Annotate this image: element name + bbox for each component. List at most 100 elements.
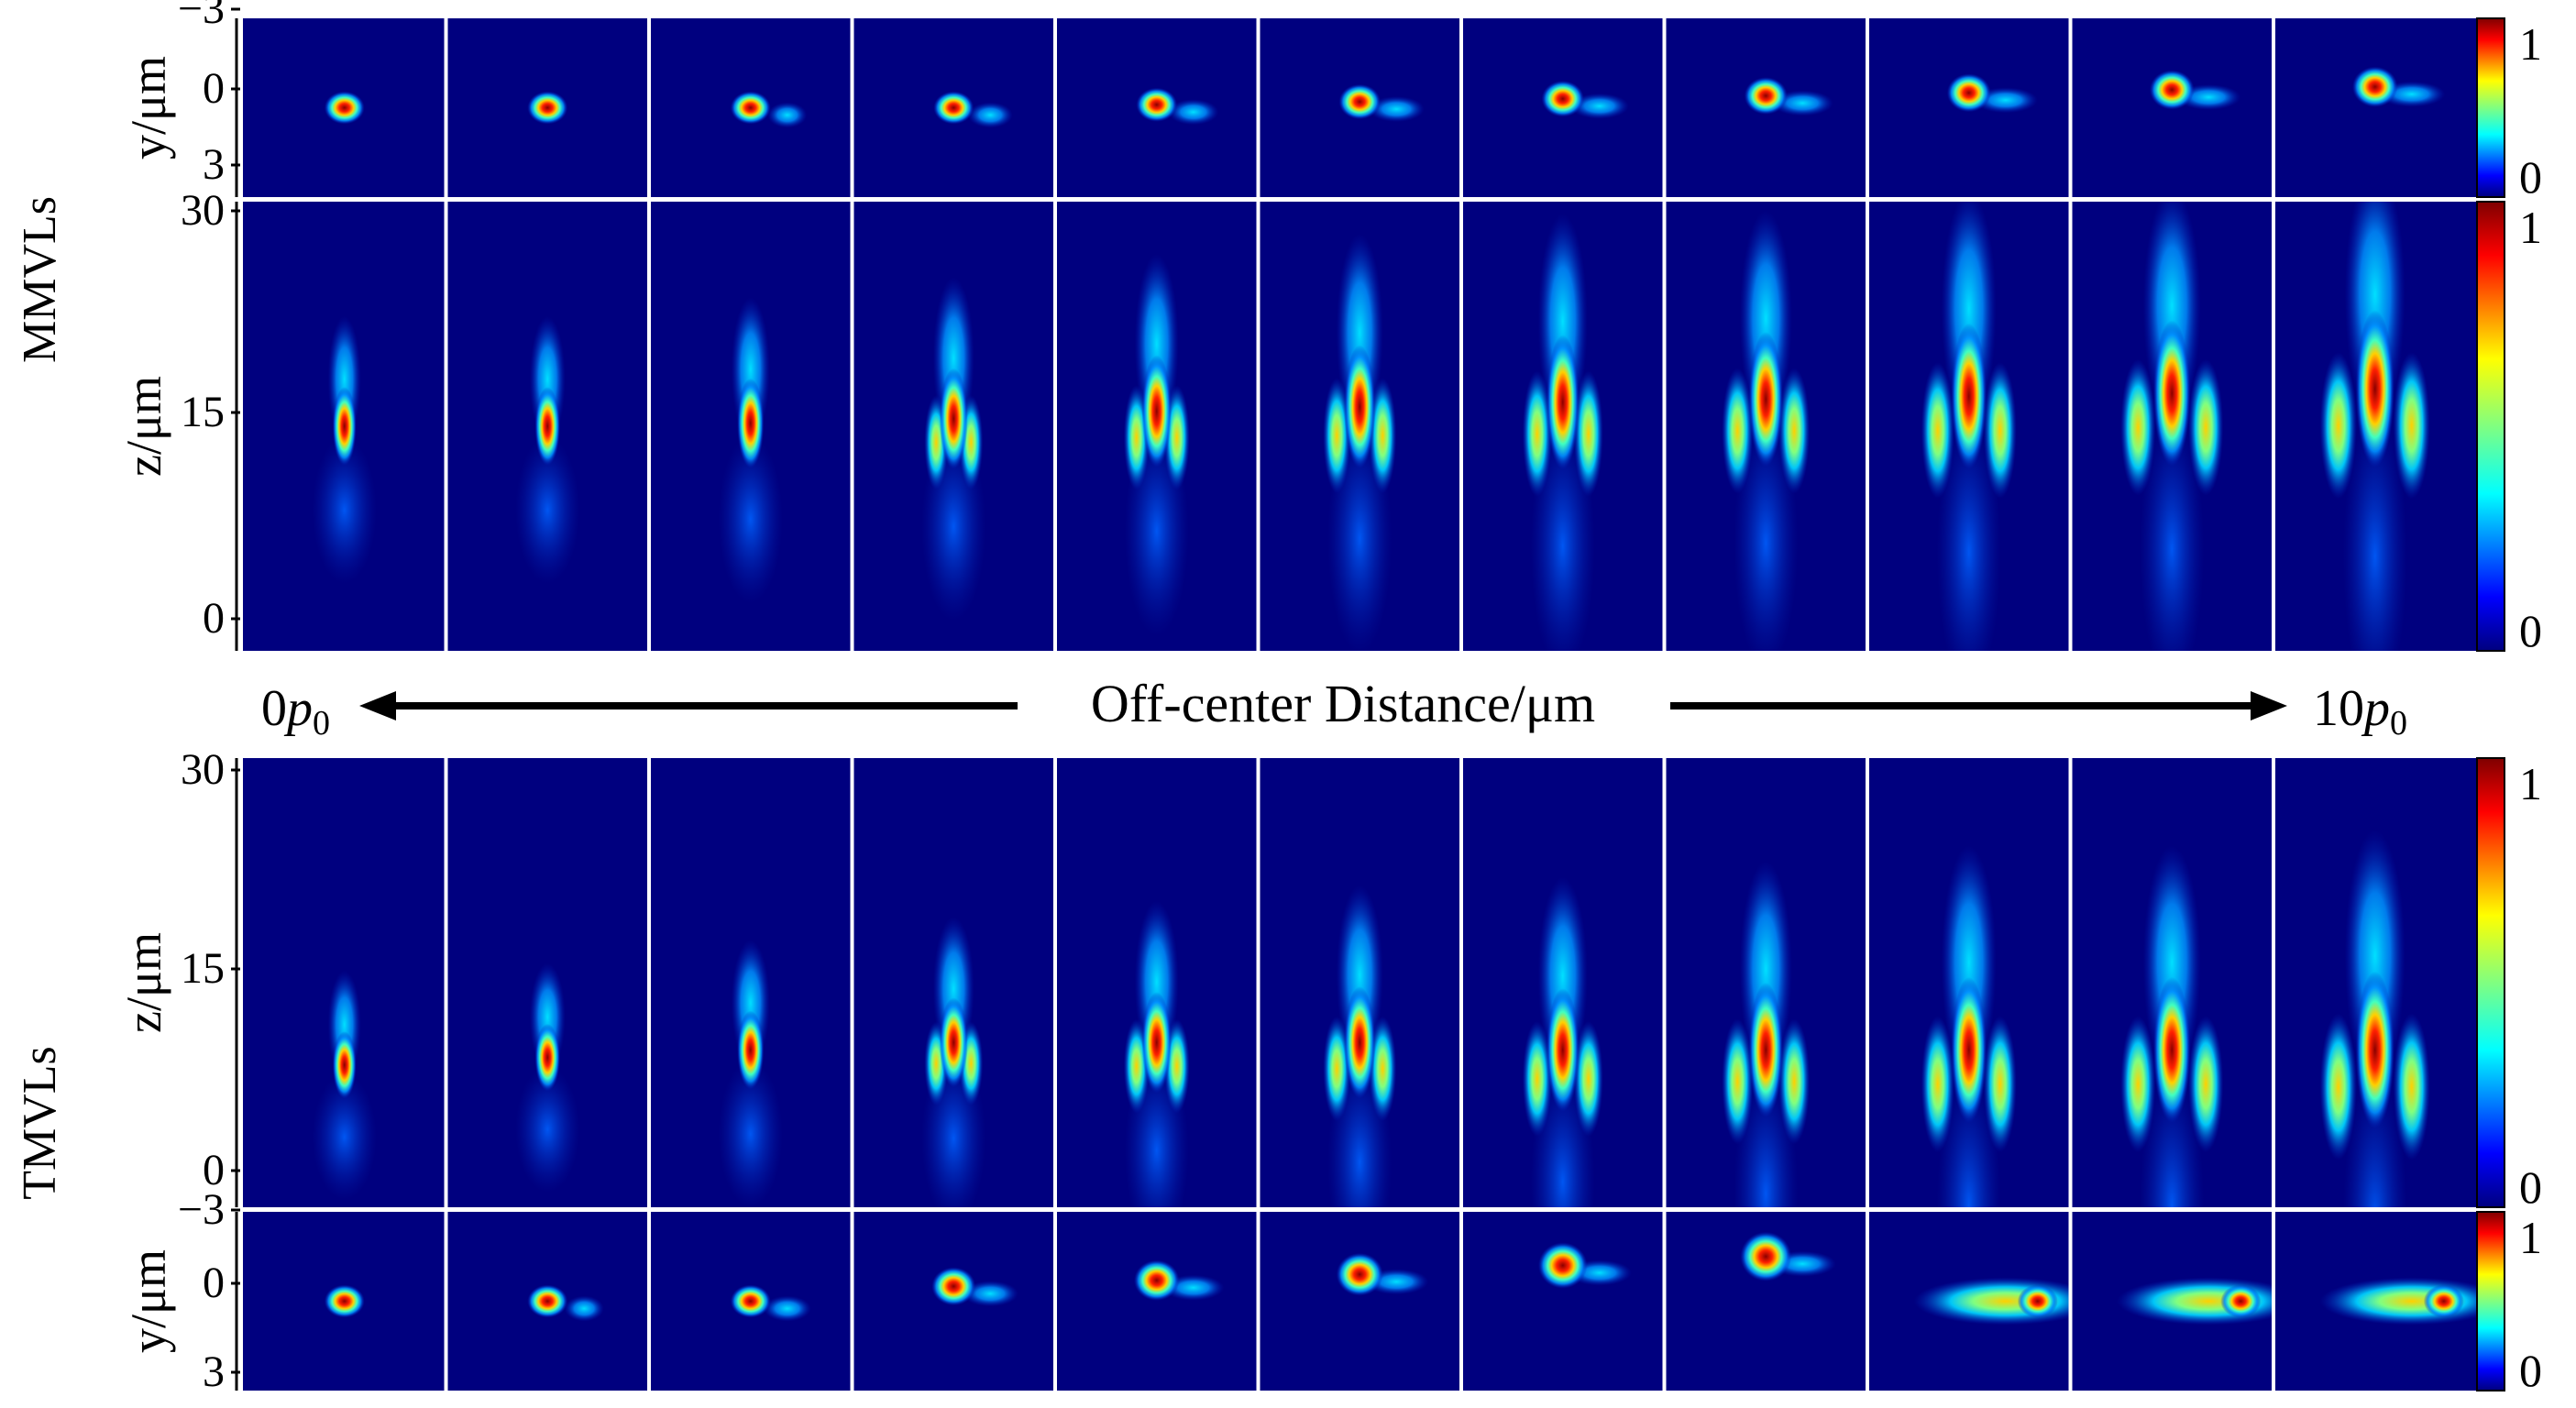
heatmap-panel <box>1537 1242 1632 1289</box>
side-lobe <box>2319 1277 2477 1326</box>
heatmap-panel <box>2117 1277 2273 1326</box>
y-tick-label: 0 <box>203 64 225 113</box>
beam-focus <box>1546 335 1580 470</box>
heatmap-panel <box>933 91 1013 128</box>
colorbar-max-label: 1 <box>2519 758 2542 809</box>
heatmap-panel <box>1136 87 1219 126</box>
beam-lobe-right <box>2393 1013 2430 1160</box>
focal-spot <box>1336 1252 1383 1296</box>
beam-focus <box>534 387 561 466</box>
beam-lobe-right <box>2393 352 2430 500</box>
colorbar-min-label: 0 <box>2519 1345 2542 1396</box>
distance-axis-right-label: 10p0 <box>2313 680 2407 742</box>
focal-spot <box>2423 1284 2464 1318</box>
heatmap-panel <box>1921 202 2017 651</box>
side-lobe <box>767 102 808 128</box>
distance-axis-title: Off-center Distance/μm <box>1091 674 1595 733</box>
beam-lobe-left <box>1323 1016 1351 1122</box>
beam-focus <box>1546 988 1580 1112</box>
beam-focus <box>1141 355 1172 468</box>
beam-focus <box>2153 320 2191 467</box>
beam-tail <box>515 1066 580 1193</box>
colorbar-max-label: 1 <box>2519 1212 2542 1263</box>
beam-focus <box>534 1023 561 1092</box>
y-tick-label: 0 <box>203 594 225 643</box>
focal-spot <box>1136 87 1178 122</box>
beam-tail <box>718 434 783 603</box>
focal-spot <box>527 1284 568 1318</box>
heatmap-panel <box>2120 202 2224 651</box>
beam-lobe-left <box>1722 368 1754 494</box>
beam-focus <box>332 1031 357 1099</box>
beam-focus <box>1748 332 1783 468</box>
beam-tail <box>718 1060 783 1207</box>
heatmap-panel <box>921 277 986 622</box>
heatmap-panel <box>515 962 580 1193</box>
heatmap-panel <box>718 297 783 603</box>
beam-focus <box>2355 971 2394 1129</box>
heatmap-panel <box>1133 1260 1225 1301</box>
colorbar <box>2476 757 2505 1208</box>
y-tick-label: 30 <box>181 745 225 794</box>
beam-lobe-right <box>1573 370 1603 497</box>
y-tick-label: 0 <box>203 1146 225 1194</box>
focal-spot <box>2351 66 2398 107</box>
focal-spot <box>1740 1231 1792 1282</box>
side-lobe <box>1569 93 1629 119</box>
beam-lobe-right <box>1778 368 1811 494</box>
focal-spot <box>2017 1284 2058 1318</box>
row-tmvls-xz: 30 15 0 z/μm 1 0 <box>116 745 2542 1213</box>
distance-axis: 0p0 Off-center Distance/μm 10p0 <box>261 674 2407 742</box>
y-tick-label: 3 <box>203 140 225 189</box>
beam-focus <box>1951 976 1987 1124</box>
beam-lobe-right <box>1778 1018 1811 1145</box>
colorbar-min-label: 0 <box>2519 605 2542 656</box>
focal-spot <box>931 1267 976 1306</box>
heatmap-panel <box>1123 900 1190 1207</box>
beam-tail <box>2342 410 2407 651</box>
heatmap-panel <box>1946 73 2038 114</box>
heatmap-panel <box>1522 876 1603 1207</box>
colorbar <box>2476 201 2505 652</box>
beam-tail <box>1936 415 2001 651</box>
heatmap-panel <box>312 315 377 584</box>
beam-lobe-left <box>2120 1016 2156 1152</box>
y-tick-label: −3 <box>178 1185 225 1234</box>
beam-tail <box>2140 1069 2205 1207</box>
heatmap-panel <box>1323 234 1397 651</box>
y-tick-label: 15 <box>181 388 225 436</box>
focal-spot <box>324 1284 365 1318</box>
beam-lobe-left <box>2319 352 2357 500</box>
heatmap-panel <box>324 1284 365 1318</box>
heatmap-panel <box>2319 830 2430 1207</box>
side-lobe <box>1368 96 1425 122</box>
heatmap-panel <box>1336 1252 1429 1296</box>
side-lobe <box>962 1281 1018 1307</box>
heatmap-panel <box>1921 845 2017 1207</box>
beam-focus <box>737 1010 765 1090</box>
y-tick-label: 3 <box>203 1348 225 1396</box>
colorbar <box>2476 17 2505 198</box>
y-axis-label: z/μm <box>116 376 171 477</box>
focal-spot <box>2220 1284 2262 1318</box>
focal-spot <box>1541 80 1584 117</box>
beam-lobe-left <box>2319 1013 2357 1160</box>
focal-spot <box>1946 73 1991 113</box>
colorbar-min-label: 0 <box>2519 1161 2542 1213</box>
heatmap-panel <box>730 1284 811 1322</box>
heatmap-panel <box>324 91 365 125</box>
focal-spot <box>1133 1260 1180 1301</box>
heatmap-panel <box>718 940 783 1207</box>
focal-spot <box>730 1284 771 1318</box>
beam-tail <box>312 1073 377 1200</box>
row-tmvls-xy: −3 0 3 y/μm 1 0 <box>121 1185 2542 1396</box>
row-background <box>243 1212 2477 1391</box>
beam-lobe-left <box>1722 1018 1754 1145</box>
beam-tail <box>515 436 580 584</box>
heatmap-panel <box>1338 83 1425 122</box>
beam-tail <box>1734 417 1799 651</box>
heatmap-panel <box>730 91 808 128</box>
beam-lobe-left <box>2120 358 2156 496</box>
heatmap-panel <box>2351 66 2446 107</box>
